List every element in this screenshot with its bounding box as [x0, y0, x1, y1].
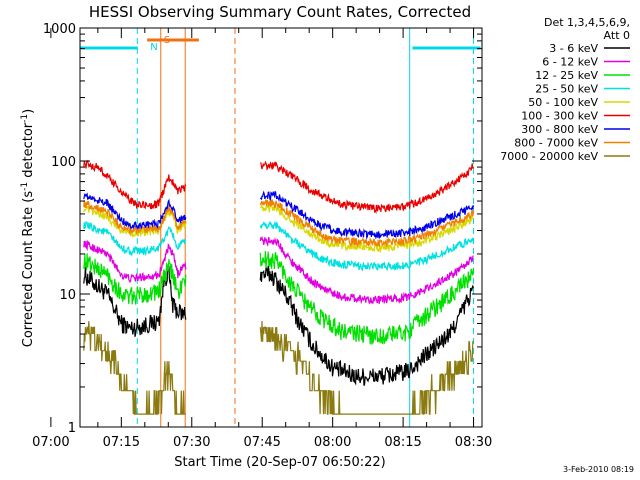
y-label-sup-2: -1 — [20, 114, 30, 123]
y-axis-label: Corrected Count Rate (s-1 detector-1) — [20, 109, 36, 347]
series-group — [83, 159, 474, 415]
night-flag-label: N — [150, 42, 157, 53]
legend-header-line2: Att 0 — [604, 29, 630, 42]
legend-label-4: 25 - 50 keV — [535, 83, 598, 96]
x-tick-label-4: 08:00 — [314, 435, 351, 450]
series-line-4-part-1 — [83, 220, 187, 258]
series-line-5-part-2 — [259, 203, 474, 253]
chart-title: HESSI Observing Summary Count Rates, Cor… — [89, 3, 471, 21]
series-line-4-part-2 — [259, 220, 474, 272]
series-line-7-part-2 — [259, 190, 474, 240]
y-tick-label-1: 10 — [59, 288, 76, 303]
y-label-part-c: detector — [21, 122, 36, 182]
x-axis-label: Start Time (20-Sep-07 06:50:22) — [174, 455, 385, 470]
plot-frame — [79, 27, 483, 428]
y-label-part-a: Corrected Count Rate (s — [21, 191, 36, 348]
x-tick-label-6: 08:30 — [455, 435, 492, 450]
series-line-3-part-1 — [83, 253, 187, 305]
legend-label-2: 6 - 12 keV — [542, 56, 598, 69]
legend-header-line1: Det 1,3,4,5,6,9, — [544, 16, 630, 29]
legend-label-9: 7000 - 20000 keV — [500, 150, 598, 163]
y-label-part-e: ) — [21, 109, 36, 114]
series-line-7-part-1 — [83, 192, 187, 230]
y-tick-label-0: 1 — [68, 421, 76, 436]
legend-label-8: 800 - 7000 keV — [514, 137, 598, 150]
axis-ticks: 1 10 100 1000 07:00 07:15 07:30 07:45 08:00 08:15… — [32, 22, 492, 450]
x-tick-label-3: 07:45 — [243, 435, 280, 450]
legend-label-3: 12 - 25 keV — [535, 69, 598, 82]
legend-label-7: 300 - 800 keV — [521, 123, 598, 136]
series-line-2-part-1 — [83, 240, 187, 283]
legend-label-6: 100 - 300 keV — [521, 110, 598, 123]
series-line-2-part-2 — [259, 235, 474, 305]
series-line-9-part-2 — [259, 321, 474, 415]
series-line-6-part-1 — [83, 159, 187, 210]
legend-label-1: 3 - 6 keV — [549, 42, 598, 55]
series-line-6-part-2 — [260, 160, 474, 215]
y-tick-label-2: 100 — [51, 155, 76, 170]
x-tick-label-5: 08:15 — [384, 435, 421, 450]
y-tick-label-3: 1000 — [43, 22, 76, 37]
x-tick-label-0: 07:00 — [32, 435, 69, 450]
saa-flag-label: S — [164, 35, 170, 46]
footer-date: 3-Feb-2010 08:19 — [563, 465, 634, 474]
x-tick-label-1: 07:15 — [103, 435, 140, 450]
series-line-1-part-2 — [259, 265, 474, 386]
series-line-8-part-1 — [83, 200, 187, 235]
series-line-9-part-1 — [83, 321, 186, 415]
legend-label-5: 50 - 100 keV — [528, 96, 598, 109]
y-label-sup-1: -1 — [20, 182, 30, 191]
series-line-8-part-2 — [259, 199, 474, 248]
series-line-3-part-2 — [259, 250, 474, 345]
x-tick-label-2: 07:30 — [173, 435, 210, 450]
